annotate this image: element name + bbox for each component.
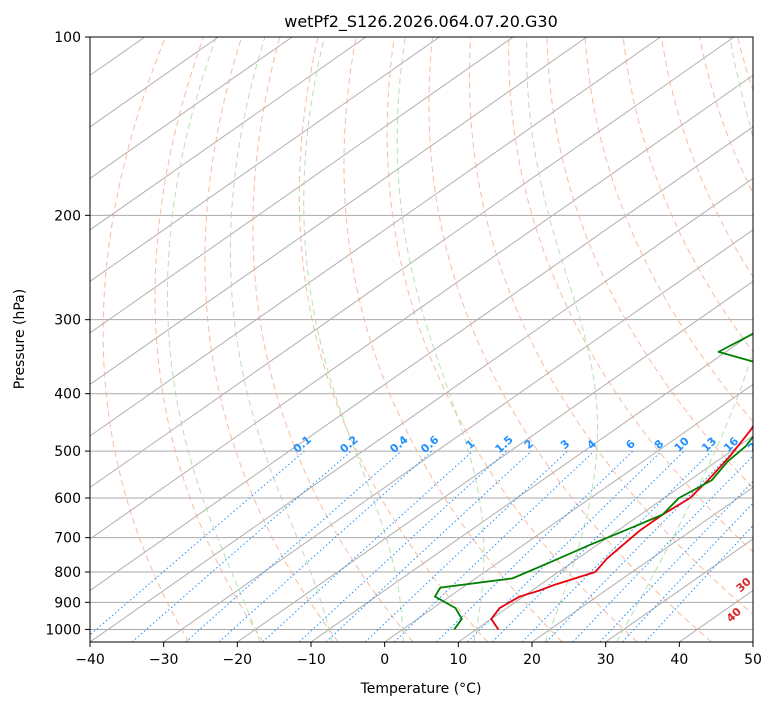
isotherm-line	[90, 126, 753, 592]
dewpoint-trace	[434, 332, 753, 630]
plot-background	[90, 37, 753, 642]
y-tick-label: 200	[54, 208, 81, 224]
isotherm-line	[90, 37, 661, 437]
y-tick-label: 500	[54, 444, 81, 460]
isotherm-line	[90, 37, 367, 231]
dry-adiabat-line	[204, 37, 339, 642]
x-tick-label: 50	[744, 652, 762, 668]
temperature-trace	[490, 424, 753, 630]
isotherm-line	[90, 37, 440, 282]
isotherm-line	[90, 177, 753, 642]
x-tick-label: −30	[149, 652, 179, 668]
mixing-ratio-line	[521, 450, 712, 642]
y-tick-label: 300	[54, 313, 81, 329]
isotherm-line	[90, 37, 293, 179]
mixing-ratio-line	[545, 450, 735, 642]
x-tick-label: 40	[670, 652, 688, 668]
mixing-ratio-line	[90, 450, 305, 636]
mixing-ratio-line	[467, 450, 662, 642]
dry-adiabat-line	[622, 37, 753, 353]
x-tick-label: 0	[380, 652, 389, 668]
chart-title: wetPf2_S126.2026.064.07.20.G30	[284, 12, 558, 32]
dry-adiabat-line	[546, 37, 753, 489]
dry-adiabat-line	[386, 37, 638, 642]
y-tick-label: 600	[54, 491, 81, 507]
y-tick-label: 700	[54, 531, 81, 547]
dry-adiabat-line	[102, 37, 190, 642]
y-tick-label: 400	[54, 387, 81, 403]
isotherm-line	[237, 280, 753, 642]
axes: −40 −30 −20 −10 0 10 20 30 40 50 100 200 300 400 500 60…	[45, 30, 762, 668]
y-tick-label: 800	[54, 565, 81, 581]
x-tick-label: 30	[597, 652, 615, 668]
mixing-ratio-line	[491, 450, 685, 642]
x-tick-label: −40	[75, 652, 105, 668]
dry-adiabat-line	[508, 37, 753, 553]
isotherm-line	[752, 641, 753, 642]
x-tick-label: 20	[523, 652, 541, 668]
mixing-ratio-line	[572, 455, 753, 642]
y-tick-label: 1000	[45, 622, 81, 638]
x-tick-label: −20	[223, 652, 253, 668]
plot-frame	[89, 36, 754, 643]
mixing-ratio-line	[436, 450, 634, 642]
isotherm-line	[458, 435, 753, 642]
isotherm-line	[163, 229, 753, 642]
isobar-grid	[90, 37, 753, 630]
mixing-ratio-label: 20	[745, 434, 765, 454]
dry-adiabats	[102, 37, 753, 642]
dry-adiabat-line	[298, 37, 488, 642]
dry-adiabat-line	[428, 37, 713, 642]
sounding-traces	[434, 332, 753, 630]
isotherm-line	[90, 37, 735, 489]
moist-adiabat-line	[396, 37, 485, 642]
isotherm-line	[384, 383, 753, 642]
mixing-ratio-line	[131, 450, 352, 642]
dry-adiabat-line	[584, 37, 753, 423]
moist-adiabat-line	[229, 37, 333, 642]
isotherm-line	[90, 74, 753, 540]
y-axis-label: Pressure (hPa)	[12, 289, 28, 389]
mixing-ratio-line	[298, 450, 507, 642]
y-tick-label: 100	[54, 30, 81, 46]
dry-adiabat-line	[252, 37, 414, 642]
mixing-ratio-line	[262, 450, 474, 642]
dry-adiabat-line	[468, 37, 753, 616]
isotherm-line	[90, 37, 514, 334]
x-axis-label: Temperature (°C)	[360, 681, 482, 697]
isotherm-line	[90, 37, 588, 386]
dry-adiabat-line	[343, 37, 563, 642]
dry-adiabat-line	[154, 37, 264, 642]
moist-adiabat-line	[303, 37, 404, 642]
x-tick-label: 10	[449, 652, 467, 668]
isotherm-line	[605, 538, 753, 642]
mixing-ratio-line	[325, 450, 532, 642]
x-tick-label: −10	[296, 652, 326, 668]
y-tick-label: 900	[54, 595, 81, 611]
isotherm-line	[531, 486, 753, 642]
mixing-ratio-label: 25	[770, 435, 775, 455]
moist-adiabat-line	[166, 37, 261, 642]
mixing-ratio-lines	[90, 450, 753, 642]
moist-adiabat-line	[526, 37, 599, 642]
